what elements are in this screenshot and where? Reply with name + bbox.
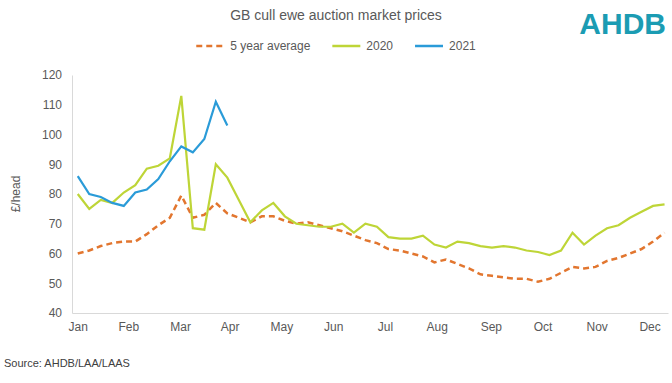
x-tick-label: Mar: [170, 320, 191, 334]
y-tick-label: 60: [49, 247, 63, 261]
x-tick-label: Feb: [119, 320, 140, 334]
y-tick-label: 120: [42, 68, 62, 82]
series-line: [78, 195, 665, 281]
y-tick-label: 40: [49, 306, 63, 320]
x-tick-label: Jan: [69, 320, 88, 334]
series-line: [78, 96, 665, 255]
y-axis: 40 50 60 70 80 90 100 110 120: [42, 68, 73, 320]
x-tick-label: Apr: [221, 320, 240, 334]
y-tick: 120: [42, 68, 72, 82]
x-tick-label: Nov: [586, 320, 607, 334]
logo: AHDB: [579, 7, 666, 40]
x-tick-label: Sep: [481, 320, 503, 334]
x-tick: Apr: [221, 313, 240, 334]
y-tick-label: 80: [49, 187, 63, 201]
x-tick: Dec: [639, 313, 660, 334]
y-tick-label: 110: [43, 98, 62, 112]
x-tick: Aug: [427, 313, 448, 334]
x-tick: Jun: [324, 313, 343, 334]
legend-entry: 5 year average: [196, 39, 310, 53]
legend: 5 year average 2020 2021: [196, 39, 476, 53]
series-group: [78, 96, 665, 282]
x-tick: Nov: [586, 313, 607, 334]
y-tick: 80: [49, 187, 72, 201]
y-tick-label: 70: [49, 217, 63, 231]
x-tick: Jul: [378, 313, 393, 334]
legend-swatch: [332, 45, 360, 48]
title: GB cull ewe auction market prices: [230, 7, 442, 23]
y-tick: 60: [49, 247, 72, 261]
x-tick: Sep: [481, 313, 503, 334]
y-tick: 100: [42, 128, 72, 142]
x-axis-line: [73, 313, 669, 314]
legend-label: 2021: [449, 39, 476, 53]
x-tick-label: Dec: [639, 320, 660, 334]
x-axis: Jan Feb Mar Apr May Jun Jul Aug Sep Oct Nov Dec: [69, 313, 669, 334]
x-tick-label: Oct: [534, 320, 553, 334]
plot: 405060708090100110120JanFebMarAprMayJunJ…: [42, 68, 669, 333]
chart: GB cull ewe auction market prices Source:…: [0, 0, 672, 383]
series-line: [78, 102, 228, 206]
legend-swatch: [196, 45, 224, 48]
legend-swatch: [415, 45, 443, 48]
y-tick: 110: [43, 98, 72, 112]
x-tick: Mar: [170, 313, 191, 334]
x-tick: Jan: [69, 313, 88, 334]
y-axis-title: £/head: [9, 176, 23, 213]
x-tick: Feb: [119, 313, 140, 334]
x-tick: May: [271, 313, 294, 334]
y-tick: 50: [49, 277, 72, 291]
y-tick: 70: [49, 217, 72, 231]
legend-entry: 2021: [415, 39, 476, 53]
legend-label: 2020: [366, 39, 393, 53]
source: Source: AHDB/LAA/LAAS: [4, 357, 130, 369]
y-axis-line: [72, 76, 73, 314]
y-tick: 40: [49, 306, 72, 320]
x-tick-label: Jul: [378, 320, 393, 334]
y-tick-label: 90: [49, 158, 63, 172]
x-tick: Oct: [534, 313, 553, 334]
x-tick-label: Jun: [324, 320, 343, 334]
legend-entry: 2020: [332, 39, 393, 53]
legend-label: 5 year average: [230, 39, 310, 53]
x-tick-label: May: [271, 320, 294, 334]
y-tick: 90: [49, 158, 72, 172]
y-tick-label: 100: [42, 128, 62, 142]
y-tick-label: 50: [49, 277, 63, 291]
x-tick-label: Aug: [427, 320, 448, 334]
